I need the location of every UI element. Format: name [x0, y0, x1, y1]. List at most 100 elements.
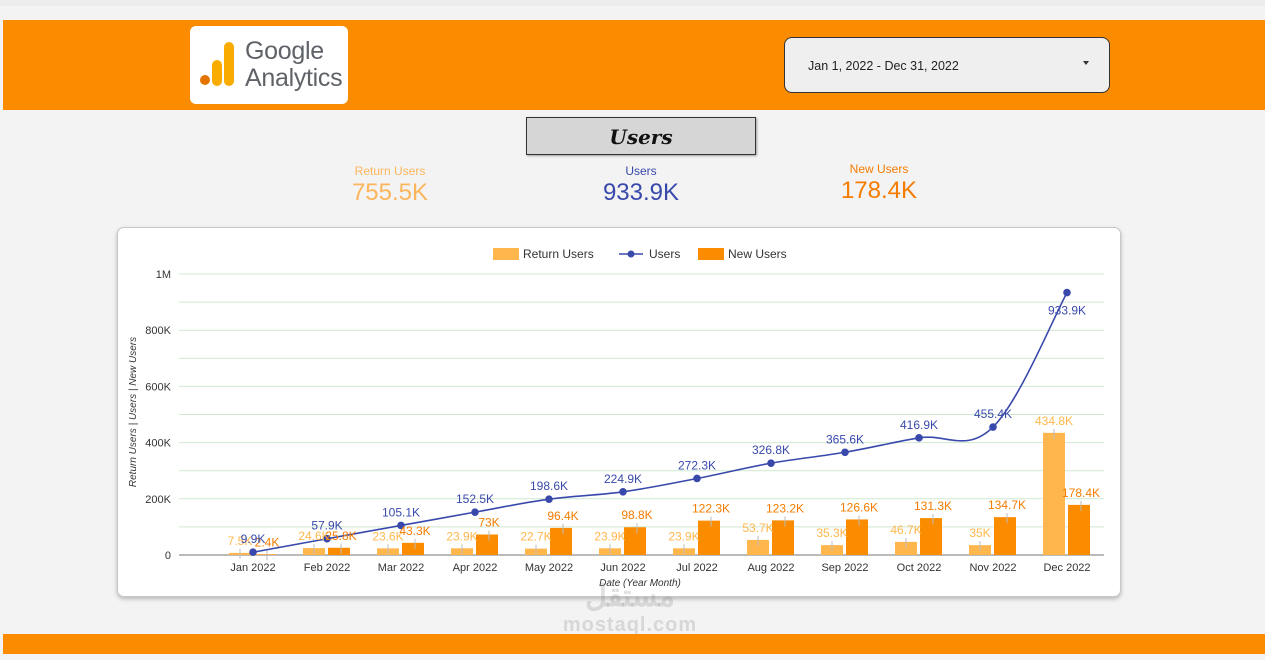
new-users-bar — [1068, 504, 1090, 555]
new-users-bar — [624, 527, 646, 555]
return-users-data-label: 35K — [969, 526, 990, 540]
new-users-data-label: 43.3K — [399, 524, 430, 538]
users-point — [1063, 288, 1071, 297]
date-range-value: Jan 1, 2022 - Dec 31, 2022 — [808, 59, 959, 73]
users-data-label: 57.9K — [311, 519, 342, 533]
users-data-label: 272.3K — [678, 458, 716, 472]
logo-text-analytics: Analytics — [245, 64, 343, 92]
new-users-bar — [328, 547, 350, 555]
users-data-label: 326.8K — [752, 443, 790, 457]
chart-bars — [229, 432, 1090, 555]
new-users-data-label: 126.6K — [840, 500, 878, 514]
new-users-data-label: 178.4K — [1062, 486, 1100, 500]
y-tick-label: 800K — [145, 325, 171, 337]
return-users-data-label: 23.6K — [372, 529, 403, 543]
new-users-data-label: 122.3K — [692, 502, 730, 516]
return-users-bar — [895, 541, 917, 555]
x-tick-label: Feb 2022 — [304, 562, 350, 574]
page-title: Users — [609, 125, 673, 149]
analytics-bars-icon — [200, 42, 234, 86]
google-analytics-logo: Google Analytics — [190, 26, 348, 104]
x-tick-label: May 2022 — [525, 562, 573, 574]
mostaql-watermark: مستقل mostaql.com — [540, 580, 720, 636]
users-point — [249, 548, 257, 557]
x-tick-label: Jan 2022 — [230, 562, 275, 574]
new-users-data-label: 25.8K — [325, 529, 356, 543]
new-users-data-label: 134.7K — [988, 498, 1026, 512]
users-data-label: 416.9K — [900, 418, 938, 432]
return-users-data-label: 23.9K — [446, 529, 477, 543]
new-users-data-label: 2.4K — [255, 535, 280, 549]
users-line-series — [249, 288, 1071, 557]
users-point — [989, 423, 997, 431]
x-tick-label: Jun 2022 — [600, 562, 645, 574]
x-tick-label: Jul 2022 — [676, 562, 718, 574]
users-point — [915, 434, 923, 442]
return-users-data-label: 23.9K — [668, 529, 699, 543]
return-users-data-label: 24.6K — [298, 529, 329, 543]
watermark-domain: mostaql.com — [562, 614, 698, 636]
users-point — [323, 534, 331, 543]
x-tick-label: Oct 2022 — [897, 562, 942, 574]
y-tick-label: 600K — [145, 381, 171, 393]
x-tick-label: Mar 2022 — [378, 562, 424, 574]
x-tick-label: Nov 2022 — [969, 562, 1016, 574]
return-users-data-label: 46.7K — [890, 523, 921, 537]
new-users-bar — [846, 519, 868, 555]
footer-band — [3, 634, 1265, 654]
kpi-label: New Users — [849, 162, 909, 176]
y-axis-ticks: 0 200K 400K 600K 800K 1M — [145, 269, 171, 562]
kpi-value: 933.9K — [602, 179, 680, 206]
kpi-users: Users 933.9K — [561, 164, 721, 208]
new-users-data-label: 131.3K — [914, 499, 952, 513]
x-tick-label: Apr 2022 — [453, 562, 498, 574]
kpi-label: Return Users — [354, 164, 426, 178]
date-range-picker[interactable]: Jan 1, 2022 - Dec 31, 2022 — [784, 37, 1110, 93]
legend-label: New Users — [728, 247, 787, 261]
legend-swatch — [698, 248, 724, 260]
users-data-label: 105.1K — [382, 505, 420, 519]
y-tick-label: 400K — [145, 438, 171, 450]
page-title-box: Users — [526, 117, 756, 155]
new-users-bar — [920, 518, 942, 555]
new-users-data-label: 73K — [478, 515, 499, 529]
new-users-bar — [402, 542, 424, 555]
new-users-bar — [254, 554, 276, 555]
x-tick-label: Aug 2022 — [747, 562, 794, 574]
kpi-value: 178.4K — [840, 177, 918, 204]
kpi-return-users: Return Users 755.5K — [310, 164, 470, 208]
users-point — [397, 521, 405, 530]
logo-text-google: Google — [245, 37, 324, 65]
users-data-label: 152.5K — [456, 492, 494, 506]
return-users-data-label: 35.3K — [816, 526, 847, 540]
x-axis-title: Date (Year Month) — [599, 578, 681, 589]
new-users-data-label: 96.4K — [547, 509, 578, 523]
top-strip — [0, 0, 1265, 6]
legend-label: Users — [649, 247, 680, 261]
kpi-label: Users — [625, 164, 657, 178]
x-tick-label: Sep 2022 — [821, 562, 868, 574]
users-line — [252, 292, 1068, 554]
new-users-bar — [550, 527, 572, 555]
return-users-data-label: 53.7K — [742, 521, 773, 535]
y-tick-label: 1M — [156, 269, 171, 281]
new-users-bar — [698, 520, 720, 555]
return-users-bar — [747, 539, 769, 555]
return-users-data-label: 23.9K — [594, 529, 625, 543]
dropdown-caret-icon — [1083, 61, 1089, 65]
legend-label: Return Users — [523, 247, 594, 261]
users-point — [471, 508, 479, 516]
kpi-new-users: New Users 178.4K — [799, 162, 959, 206]
watermark-arabic: مستقل — [585, 580, 675, 613]
new-users-data-label: 123.2K — [766, 501, 804, 515]
users-point — [693, 474, 701, 483]
kpi-value: 755.5K — [351, 179, 429, 206]
users-data-label: 933.9K — [1048, 304, 1086, 318]
users-chart-card: Return Users Users New Users 0 200K 400K 600K… — [117, 227, 1121, 597]
users-data-label: 198.6K — [530, 479, 568, 493]
users-point — [545, 495, 553, 503]
return-users-data-label: 434.8K — [1035, 414, 1073, 428]
x-tick-label: Dec 2022 — [1043, 562, 1090, 574]
